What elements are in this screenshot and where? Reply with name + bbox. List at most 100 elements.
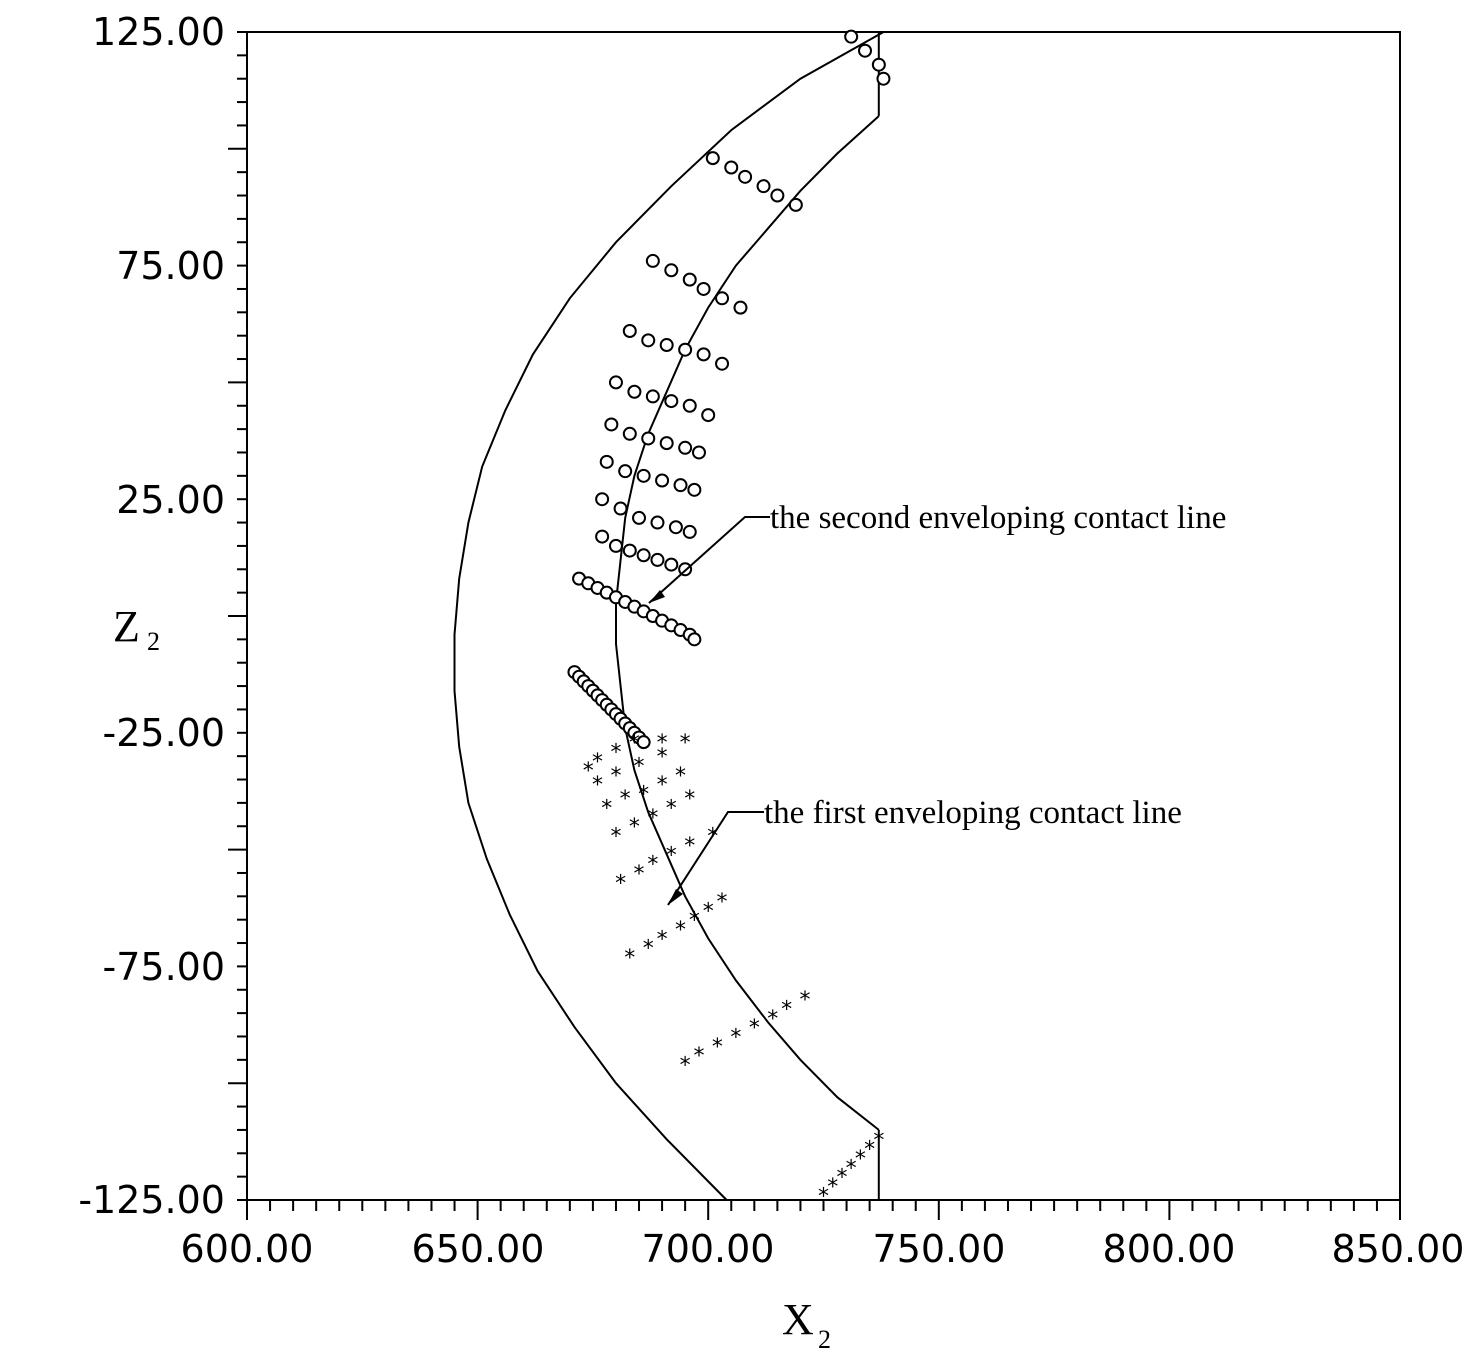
star-marker: * [855, 1147, 866, 1172]
star-marker: * [684, 834, 695, 859]
star-marker: * [615, 871, 626, 896]
circle-marker [636, 468, 651, 483]
circle-marker [770, 188, 785, 203]
circle-marker [650, 515, 665, 530]
star-marker: * [610, 764, 621, 789]
star-marker: * [610, 825, 621, 850]
circle-marker [844, 29, 859, 44]
y-tick-label: 75.00 [116, 244, 225, 288]
circle-marker [715, 356, 730, 371]
x-tick-label: 800.00 [1103, 1227, 1236, 1271]
annotation-arrowhead-second [649, 590, 665, 603]
star-marker: * [610, 740, 621, 765]
x-axis-subscript: 2 [818, 1325, 831, 1354]
star-marker: * [592, 773, 603, 798]
star-marker: * [620, 787, 631, 812]
circle-marker [687, 632, 702, 647]
x-tick-label: 650.00 [412, 1227, 545, 1271]
star-marker: * [592, 750, 603, 775]
circle-marker [618, 464, 633, 479]
y-tick-label: -75.00 [103, 945, 226, 989]
circle-marker [627, 384, 642, 399]
circle-marker [788, 197, 803, 212]
x-tick-label: 600.00 [181, 1227, 314, 1271]
inner-arc-boundary [453, 31, 884, 1201]
annotation-leader-second [648, 516, 770, 604]
circle-marker [599, 454, 614, 469]
star-marker: * [601, 797, 612, 822]
y-minor-ticks [228, 31, 247, 1201]
star-marker: * [800, 988, 811, 1013]
annotation-second-contact-line: the second enveloping contact line [770, 500, 1226, 536]
star-marker: * [624, 946, 635, 971]
y-axis-title: Z [113, 602, 140, 651]
star-marker: * [666, 797, 677, 822]
circle-marker [645, 253, 660, 268]
circle-marker [613, 501, 628, 516]
circle-marker [678, 342, 693, 357]
y-axis-subscript: 2 [147, 627, 160, 656]
x-tick-label: 750.00 [873, 1227, 1006, 1271]
star-marker: * [827, 1175, 838, 1200]
annotation-first-contact-line: the first enveloping contact line [764, 795, 1182, 831]
circle-marker [871, 57, 886, 72]
star-marker: * [647, 806, 658, 831]
star-marker: * [657, 745, 668, 770]
x-axis-title: X [782, 1295, 814, 1344]
star-marker: * [657, 731, 668, 756]
circle-marker [687, 482, 702, 497]
star-marker: * [583, 759, 594, 784]
y-tick-label: 125.00 [92, 10, 225, 54]
circle-marker [691, 445, 706, 460]
circle-marker [641, 431, 656, 446]
circle-marker [673, 478, 688, 493]
star-marker: * [717, 890, 728, 915]
circle-marker [632, 510, 647, 525]
circle-marker [705, 151, 720, 166]
circle-marker [682, 272, 697, 287]
circle-marker [724, 160, 739, 175]
circle-marker [664, 394, 679, 409]
y-tick-label: 25.00 [116, 478, 225, 522]
star-marker: * [712, 1035, 723, 1060]
star-marker: * [873, 1128, 884, 1153]
circle-marker [696, 347, 711, 362]
circle-marker [678, 440, 693, 455]
star-marker: * [730, 1025, 741, 1050]
star-marker: * [675, 764, 686, 789]
circle-marker [682, 398, 697, 413]
star-marker: * [634, 755, 645, 780]
circle-marker [733, 300, 748, 315]
circle-marker [595, 529, 610, 544]
circle-marker [608, 538, 623, 553]
star-marker: * [864, 1138, 875, 1163]
x-tick-label: 700.00 [642, 1227, 775, 1271]
circle-marker [696, 281, 711, 296]
star-marker: * [643, 937, 654, 962]
star-marker: * [767, 1007, 778, 1032]
x-minor-ticks [246, 1200, 1401, 1220]
star-marker: * [693, 1044, 704, 1069]
circle-marker [645, 389, 660, 404]
circle-marker [636, 548, 651, 563]
circle-marker [650, 552, 665, 567]
circle-marker [664, 263, 679, 278]
x-tick-label: 850.00 [1332, 1227, 1465, 1271]
plot-frame [246, 31, 1401, 1201]
circle-marker [655, 473, 670, 488]
circle-marker [715, 291, 730, 306]
circle-marker [659, 338, 674, 353]
star-marker: * [818, 1184, 829, 1209]
star-marker: * [647, 853, 658, 878]
star-marker: * [666, 843, 677, 868]
circle-marker [876, 71, 891, 86]
circle-marker [858, 43, 873, 58]
star-marker: * [703, 899, 714, 924]
star-marker: * [680, 1054, 691, 1079]
star-marker: * [657, 773, 668, 798]
circle-marker [608, 375, 623, 390]
star-marker: * [638, 783, 649, 808]
circle-marker [636, 735, 651, 750]
star-marker: * [781, 997, 792, 1022]
